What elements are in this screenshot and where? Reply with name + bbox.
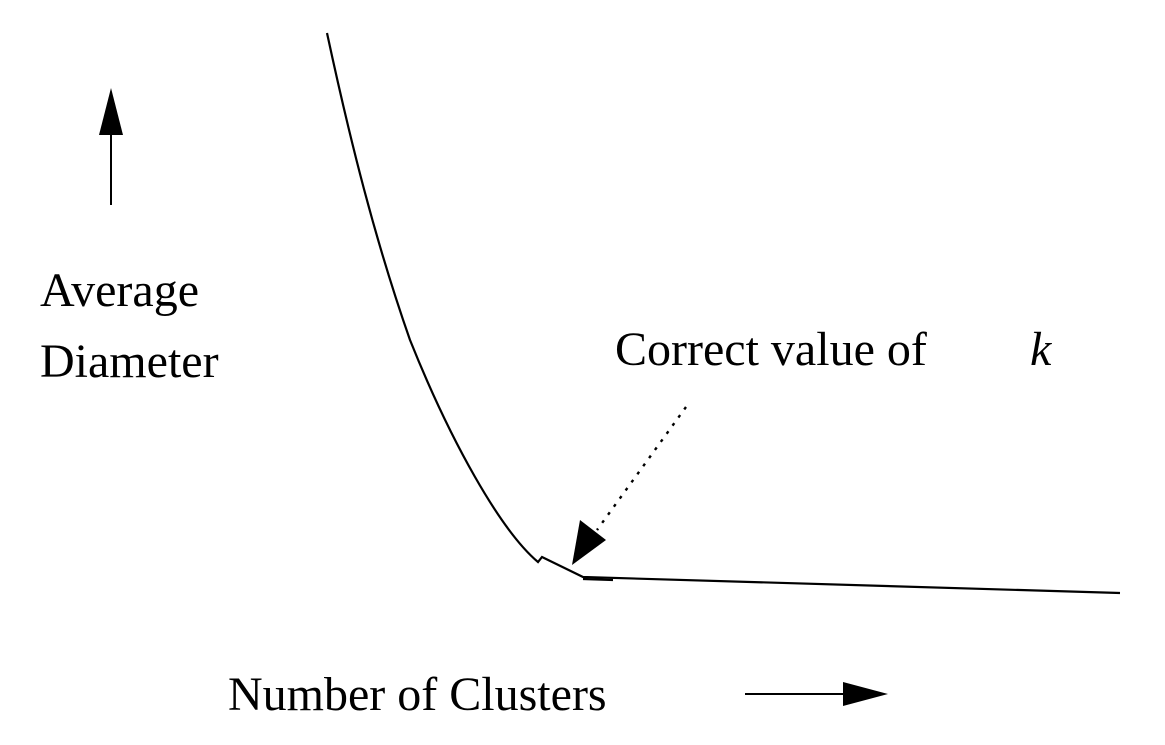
average-diameter-curve	[325, 32, 1121, 595]
y-axis-label-line1: Average	[40, 264, 199, 317]
annotation-variable: k	[1030, 323, 1053, 376]
annotation-pointer-arrow	[572, 406, 687, 565]
annotation-text: Correct value of	[615, 323, 927, 376]
y-axis-arrow	[99, 88, 123, 205]
x-axis-arrow	[745, 682, 888, 706]
y-axis-label-line2: Diameter	[40, 335, 219, 388]
x-axis-label: Number of Clusters	[228, 668, 607, 721]
curve-tick	[582, 577, 614, 582]
annotation: Correct value of k	[615, 323, 1053, 376]
